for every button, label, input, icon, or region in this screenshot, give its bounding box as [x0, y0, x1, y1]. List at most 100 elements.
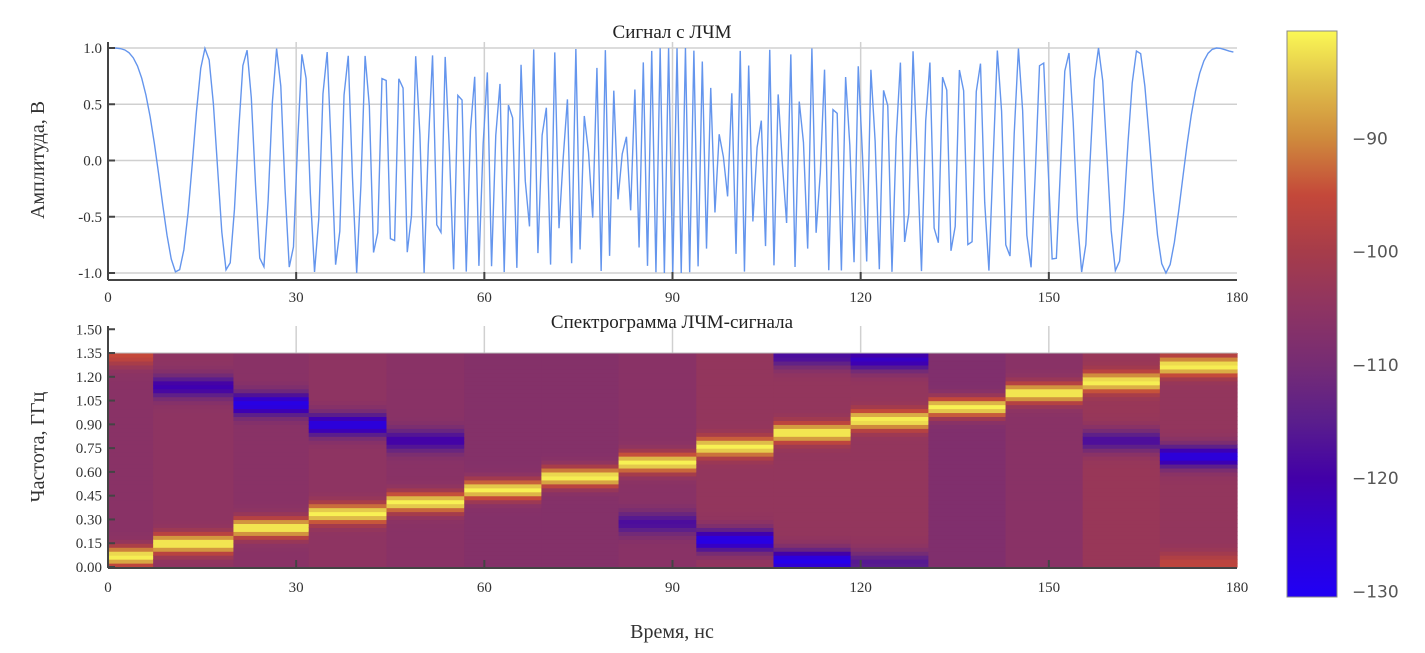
- heatmap-cell: [696, 483, 775, 489]
- heatmap-cell: [541, 467, 620, 473]
- heatmap-cell: [153, 515, 235, 521]
- heatmap-cell: [541, 368, 620, 374]
- heatmap-cell: [773, 376, 852, 382]
- heatmap-cell: [1005, 440, 1084, 445]
- heatmap-cell: [233, 372, 310, 378]
- heatmap-cell: [153, 368, 235, 374]
- heatmap-cell: [233, 400, 310, 406]
- heatmap-cell: [233, 452, 310, 457]
- heatmap-cell: [618, 436, 697, 441]
- signal-plot: 1.0 0.5 0.0 -0.5 -1.00 30 60 90 120 150 180 Сигнал…: [27, 22, 1248, 306]
- heatmap-cell: [773, 452, 852, 457]
- heatmap-cell: [386, 527, 465, 532]
- heatmap-cell: [1005, 531, 1084, 536]
- heatmap-cell: [1159, 368, 1238, 374]
- heatmap-cell: [618, 511, 697, 517]
- heatmap-cell: [386, 479, 465, 485]
- heatmap-cell: [541, 448, 620, 453]
- heatmap-cell: [541, 531, 620, 536]
- heatmap-cell: [153, 436, 235, 441]
- heatmap-cell: [773, 507, 852, 513]
- heatmap-cell: [464, 353, 543, 358]
- signal-ytick-label: 1.0: [83, 41, 102, 57]
- heatmap-cell: [1005, 428, 1084, 433]
- heatmap-cell: [464, 495, 543, 501]
- heatmap-cell: [1082, 547, 1161, 552]
- heatmap-cell: [618, 444, 697, 449]
- heatmap-cell: [928, 491, 1007, 497]
- heatmap-cell: [153, 527, 235, 532]
- heatmap-cell: [153, 495, 235, 501]
- heatmap-cell: [850, 424, 930, 429]
- heatmap-cell: [108, 463, 154, 469]
- heatmap-cell: [108, 479, 154, 485]
- heatmap-cell: [386, 539, 465, 544]
- heatmap-cell: [1005, 463, 1084, 469]
- heatmap-cell: [928, 404, 1007, 410]
- spectrogram-ytick-label: 0.45: [76, 489, 102, 505]
- heatmap-cell: [153, 555, 235, 560]
- heatmap-cell: [464, 392, 543, 398]
- heatmap-cell: [696, 428, 775, 433]
- heatmap-cell: [850, 384, 930, 390]
- spectrogram-xtick-label: 90: [665, 580, 680, 596]
- spectrogram-grid: [295, 326, 1050, 353]
- heatmap-cell: [618, 428, 697, 433]
- heatmap-cell: [108, 543, 154, 548]
- heatmap-cell: [464, 452, 543, 457]
- heatmap-cell: [1005, 491, 1084, 497]
- heatmap-cell: [618, 487, 697, 493]
- heatmap-cell: [850, 432, 930, 437]
- heatmap-cell: [928, 396, 1007, 402]
- heatmap-cell: [928, 479, 1007, 485]
- heatmap-cell: [1005, 483, 1084, 489]
- heatmap-cell: [773, 551, 852, 556]
- heatmap-cell: [233, 368, 310, 374]
- heatmap-cell: [928, 555, 1007, 560]
- heatmap-cell: [928, 519, 1007, 525]
- heatmap-cell: [1082, 479, 1161, 485]
- heatmap-cell: [233, 463, 310, 469]
- colorbar-tick-label: −130: [1352, 582, 1399, 602]
- heatmap-cell: [1082, 364, 1161, 370]
- heatmap-cell: [108, 380, 154, 386]
- heatmap-cell: [1159, 515, 1238, 521]
- heatmap-cell: [850, 471, 930, 477]
- heatmap-cell: [1005, 400, 1084, 406]
- heatmap-cell: [696, 487, 775, 493]
- heatmap-cell: [464, 551, 543, 556]
- heatmap-cell: [541, 404, 620, 410]
- heatmap-cell: [618, 416, 697, 421]
- heatmap-cell: [696, 515, 775, 521]
- heatmap-cell: [153, 452, 235, 457]
- heatmap-cell: [1005, 384, 1084, 390]
- spectrogram-xtick-label: 180: [1226, 580, 1249, 596]
- heatmap-cell: [1082, 408, 1161, 414]
- heatmap-cell: [696, 404, 775, 410]
- heatmap-cell: [233, 511, 310, 517]
- heatmap-cell: [386, 384, 465, 390]
- heatmap-cell: [153, 396, 235, 402]
- heatmap-cell: [696, 432, 775, 437]
- heatmap-cell: [308, 448, 388, 453]
- heatmap-cell: [1082, 353, 1161, 358]
- heatmap-cell: [773, 456, 852, 461]
- heatmap-cell: [541, 424, 620, 429]
- heatmap-cell: [850, 428, 930, 433]
- heatmap-cell: [928, 463, 1007, 469]
- heatmap-cell: [1159, 360, 1238, 366]
- heatmap-cell: [1082, 416, 1161, 421]
- heatmap-cell: [696, 499, 775, 505]
- heatmap-cell: [464, 384, 543, 390]
- heatmap-cell: [308, 547, 388, 552]
- heatmap-cell: [928, 503, 1007, 509]
- heatmap-cell: [1005, 404, 1084, 410]
- heatmap-cell: [308, 436, 388, 441]
- heatmap-cell: [153, 372, 235, 378]
- heatmap-cell: [308, 527, 388, 532]
- heatmap-cell: [233, 360, 310, 366]
- heatmap-cell: [928, 428, 1007, 433]
- heatmap-cell: [1005, 356, 1084, 362]
- heatmap-cell: [386, 547, 465, 552]
- heatmap-cell: [464, 444, 543, 449]
